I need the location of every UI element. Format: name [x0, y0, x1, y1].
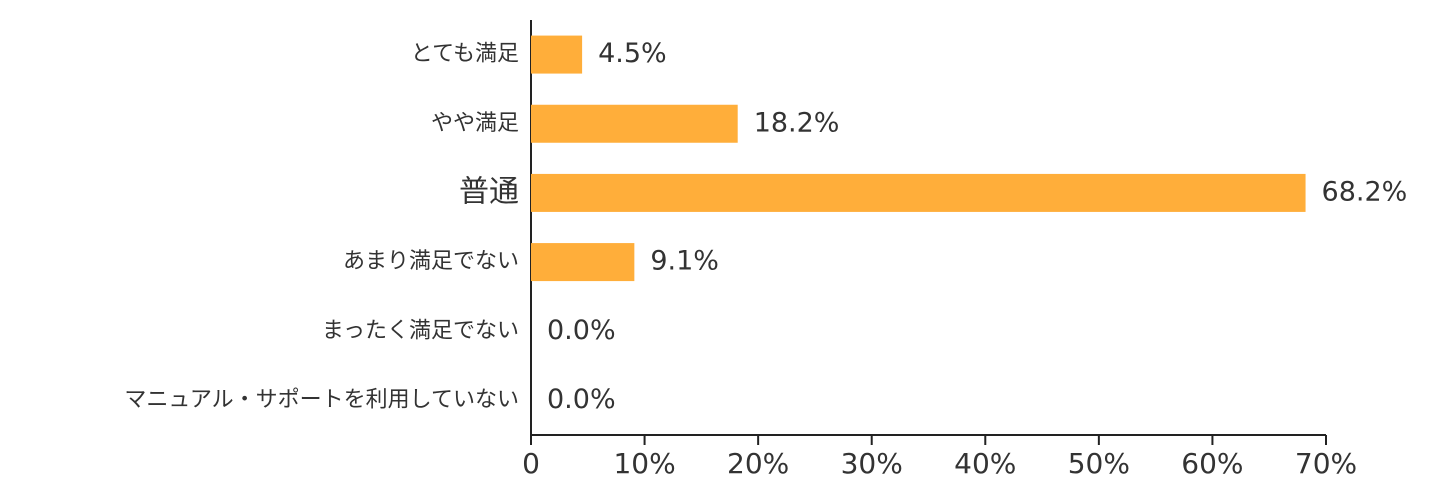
x-tick-label: 20%	[727, 447, 789, 480]
y-tick-label: やや満足	[431, 111, 519, 136]
value-label: 68.2%	[1322, 176, 1408, 207]
y-tick-label: 普通	[459, 174, 519, 209]
value-label: 0.0%	[547, 384, 616, 415]
x-tick-label: 10%	[613, 447, 675, 480]
y-tick-label: マニュアル・サポートを利用していない	[124, 387, 519, 412]
x-tick-label: 30%	[841, 447, 903, 480]
value-label: 9.1%	[650, 246, 719, 277]
x-tick-label: 0	[522, 447, 540, 480]
bar	[531, 173, 1306, 212]
value-label: 18.2%	[754, 107, 840, 138]
x-tick-label: 70%	[1295, 447, 1357, 480]
x-tick-label: 40%	[954, 447, 1016, 480]
x-tick-label: 60%	[1181, 447, 1243, 480]
y-tick-label: まったく満足でない	[322, 318, 519, 343]
y-tick-label: とても満足	[411, 42, 519, 67]
value-label: 0.0%	[547, 315, 616, 346]
bar	[531, 104, 738, 143]
y-tick-label: あまり満足でない	[343, 249, 519, 274]
x-tick-label: 50%	[1068, 447, 1130, 480]
value-label: 4.5%	[598, 38, 667, 69]
bar	[531, 35, 583, 74]
bar	[531, 243, 635, 282]
